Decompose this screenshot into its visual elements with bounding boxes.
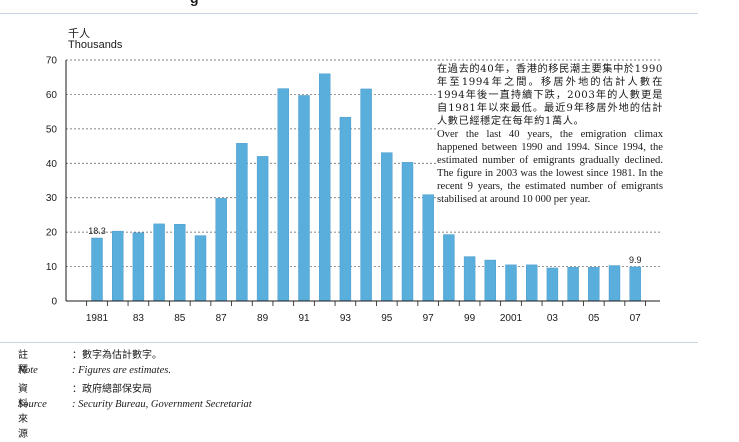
bar-1983 <box>132 232 145 302</box>
note-text-chinese: ：數字為估計數字。 <box>72 350 162 361</box>
bar-1982 <box>111 230 124 302</box>
bottom-rule <box>0 342 698 343</box>
source-text-chinese: ：政府總部保安局 <box>72 384 152 395</box>
bar-1985 <box>174 224 186 302</box>
bar-1997 <box>422 194 434 302</box>
bar-2002 <box>526 264 538 302</box>
x-tick-label-97: 97 <box>423 313 435 324</box>
y-tick-label-40: 40 <box>46 159 58 170</box>
chart-annotation: 在過去的40年，香港的移民潮主要集中於1990年至1994年之間。移居外地的估計… <box>437 63 663 206</box>
bar-1990 <box>277 88 289 302</box>
bar-1981 <box>91 237 103 302</box>
bar-2001 <box>505 264 517 302</box>
y-unit-english: Thousands <box>68 39 123 51</box>
y-tick-label-0: 0 <box>51 297 57 308</box>
x-tick-label-1981: 1981 <box>86 313 109 324</box>
y-tick-label-60: 60 <box>46 90 58 101</box>
bar-1999 <box>463 256 476 302</box>
bar-2000 <box>484 259 496 302</box>
x-tick-label-95: 95 <box>381 313 393 324</box>
y-tick-label-70: 70 <box>46 56 58 67</box>
bar-1993 <box>339 116 352 302</box>
source-label-chinese: 資料來源 <box>18 384 30 440</box>
x-tick-label-83: 83 <box>133 313 145 324</box>
bar-1984 <box>153 223 165 302</box>
chart-title-fragment: g <box>190 0 199 6</box>
x-tick-label-87: 87 <box>216 313 228 324</box>
data-label-2007: 9.9 <box>629 255 642 265</box>
source-text-english: : Security Bureau, Government Secretaria… <box>72 399 252 410</box>
x-tick-label-85: 85 <box>174 313 186 324</box>
bar-2003 <box>546 267 559 302</box>
bar-2006 <box>608 265 621 302</box>
source-label-english: Source <box>18 399 47 410</box>
x-tick-label-2001: 2001 <box>500 313 523 324</box>
bar-1986 <box>194 235 207 302</box>
bar-1991 <box>298 95 310 302</box>
bar-1987 <box>215 198 227 302</box>
y-tick-label-20: 20 <box>46 228 58 239</box>
bar-1996 <box>401 162 414 302</box>
y-tick-label-50: 50 <box>46 124 58 135</box>
x-tick-label-05: 05 <box>588 313 600 324</box>
bar-2005 <box>588 267 600 302</box>
x-tick-label-07: 07 <box>630 313 642 324</box>
y-tick-label-10: 10 <box>46 262 58 273</box>
bar-1989 <box>256 156 269 302</box>
data-label-1981: 18.3 <box>88 226 106 236</box>
bar-1995 <box>381 152 393 302</box>
x-tick-label-91: 91 <box>298 313 310 324</box>
annotation-english: Over the last 40 years, the emigration c… <box>437 129 663 205</box>
chart-frame: g 千人 Thousands 0 10 20 30 40 50 60 70 1981 83 85 87… <box>0 0 698 343</box>
bar-1994 <box>360 88 372 302</box>
x-tick-label-03: 03 <box>547 313 559 324</box>
note-text-english: : Figures are estimates. <box>72 365 171 376</box>
bar-1992 <box>319 73 331 302</box>
x-tick-label-89: 89 <box>257 313 269 324</box>
bar-1998 <box>443 234 455 302</box>
emigration-bar-chart: 0 10 20 30 40 50 60 70 1981 83 85 87 89 91 93 95 97 99 200… <box>46 56 660 324</box>
y-unit-chinese: 千人 <box>68 27 90 40</box>
bar-2004 <box>567 267 579 302</box>
bar-1988 <box>236 143 248 302</box>
note-label-english: Note <box>18 365 38 376</box>
x-tick-label-99: 99 <box>464 313 476 324</box>
y-tick-label-30: 30 <box>46 193 58 204</box>
annotation-chinese: 在過去的40年，香港的移民潮主要集中於1990年至1994年之間。移居外地的估計… <box>437 64 663 127</box>
top-rule <box>0 13 698 14</box>
note-label-chinese: 註釋 <box>18 350 30 376</box>
bar-2007 <box>629 266 641 302</box>
x-tick-label-93: 93 <box>340 313 352 324</box>
